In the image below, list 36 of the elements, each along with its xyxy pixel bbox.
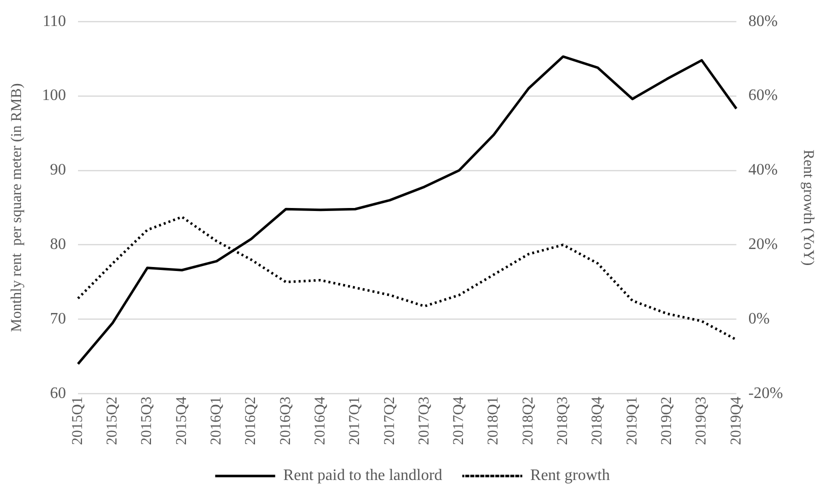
x-tick-label: 2015Q3 bbox=[139, 396, 156, 446]
y-axis-title: Monthly rent per square meter (in RMB) bbox=[8, 83, 25, 332]
y-tick-label: 60 bbox=[50, 384, 66, 402]
y-tick-label: 110 bbox=[42, 12, 66, 30]
y2-tick-label: 60% bbox=[748, 87, 778, 104]
y2-tick-label: -20% bbox=[748, 384, 783, 402]
x-tick-label: 2016Q2 bbox=[243, 396, 260, 446]
x-tick-label: 2019Q2 bbox=[658, 396, 675, 446]
x-tick-label: 2015Q1 bbox=[70, 396, 86, 446]
y2-tick-label: 40% bbox=[748, 162, 778, 179]
y-tick-label: 90 bbox=[50, 162, 66, 179]
x-tick-label: 2016Q3 bbox=[278, 396, 294, 446]
y2-tick-label: 0% bbox=[748, 310, 770, 328]
legend-label: Rent growth bbox=[530, 467, 610, 484]
y-tick-label: 70 bbox=[50, 310, 66, 328]
x-tick-label: 2017Q1 bbox=[347, 396, 364, 446]
x-tick-label: 2016Q1 bbox=[208, 396, 225, 446]
x-tick-label: 2018Q3 bbox=[555, 396, 572, 446]
x-tick-label: 2018Q2 bbox=[520, 396, 536, 446]
y-tick-label: 80 bbox=[50, 236, 66, 254]
x-tick-label: 2018Q4 bbox=[590, 396, 606, 446]
y2-tick-label: 80% bbox=[748, 12, 778, 30]
x-tick-label: 2017Q2 bbox=[382, 396, 398, 446]
x-tick-label: 2018Q1 bbox=[486, 396, 502, 446]
legend-label: Rent paid to the landlord bbox=[283, 467, 442, 484]
x-tick-label: 2017Q3 bbox=[416, 396, 432, 446]
x-tick-label: 2016Q4 bbox=[312, 396, 328, 446]
x-tick-label: 2019Q4 bbox=[728, 396, 744, 446]
y-tick-label: 100 bbox=[42, 87, 66, 104]
x-tick-label: 2019Q3 bbox=[694, 396, 710, 446]
x-tick-label: 2015Q4 bbox=[174, 396, 190, 446]
y2-axis-title: Rent growth (YoY) bbox=[800, 150, 816, 266]
y2-tick-label: 20% bbox=[748, 236, 778, 254]
x-tick-label: 2019Q1 bbox=[624, 396, 640, 446]
x-tick-label: 2017Q4 bbox=[451, 396, 468, 446]
x-tick-label: 2015Q2 bbox=[104, 396, 121, 446]
